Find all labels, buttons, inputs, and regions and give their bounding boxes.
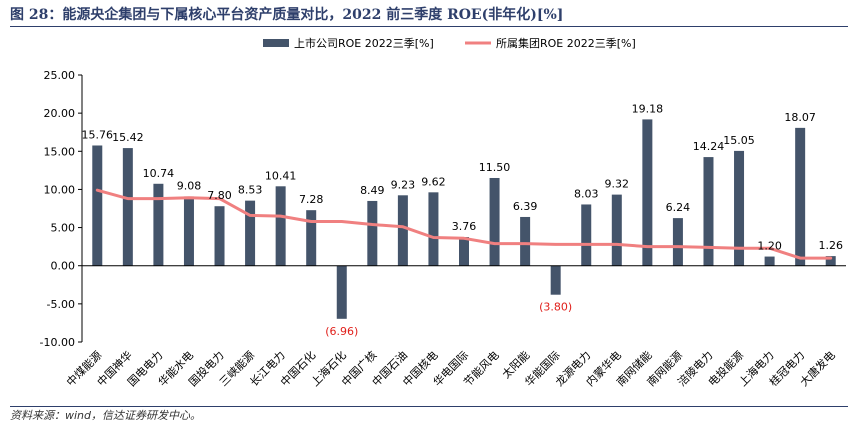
legend-label-bar: 上市公司ROE 2022三季[%]: [294, 36, 434, 50]
data-label: (3.80): [539, 301, 572, 314]
data-label: 1.20: [757, 240, 782, 253]
data-label: 9.32: [605, 178, 630, 191]
data-label: 19.18: [632, 102, 664, 115]
y-tick-label: -10.00: [40, 336, 75, 349]
bar: [275, 186, 286, 266]
y-tick-label: 10.00: [44, 183, 76, 196]
y-axis: 25.00 20.00 15.00 10.00 5.00 0.00 -5.00 -10.00: [40, 69, 83, 349]
data-label: 3.76: [452, 220, 477, 233]
bar: [734, 150, 745, 266]
bar: [581, 204, 592, 266]
bar: [214, 206, 225, 266]
y-tick-label: 15.00: [44, 145, 76, 158]
bar: [459, 237, 469, 266]
legend-label-line: 所属集团ROE 2022三季[%]: [496, 36, 636, 50]
data-label: 9.62: [421, 175, 446, 188]
data-label: 8.49: [360, 184, 385, 197]
y-tick-label: 5.00: [51, 222, 76, 235]
legend-bar-swatch: [263, 39, 289, 47]
line-point: [341, 220, 343, 222]
bar: [703, 157, 714, 266]
data-label: 18.07: [784, 111, 816, 124]
data-label: 11.50: [479, 161, 511, 174]
line-point: [219, 198, 221, 200]
line-point: [677, 246, 679, 248]
line-point: [127, 198, 129, 200]
bar: [764, 256, 775, 266]
bar: [611, 194, 622, 266]
bar: [153, 183, 164, 266]
bar: [245, 200, 256, 266]
bar: [795, 127, 806, 266]
source-note: 资料来源：wind，信达证券研发中心。: [10, 406, 848, 425]
data-label: 6.39: [513, 200, 538, 213]
line-point: [371, 224, 373, 226]
bar: [122, 148, 133, 266]
line-point: [738, 247, 740, 249]
bar: [489, 177, 500, 266]
line-point: [646, 246, 648, 248]
line-point: [799, 257, 801, 259]
legend: 上市公司ROE 2022三季[%] 所属集团ROE 2022三季[%]: [263, 36, 636, 50]
data-label: 15.42: [112, 131, 144, 144]
data-label: 15.76: [82, 128, 114, 141]
line-point: [463, 237, 465, 239]
line-point: [402, 226, 404, 228]
x-axis: 中煤能源中国神华国电电力华能水电国投电力三峡能源长江电力中国石化上海石化中国广核…: [63, 265, 846, 389]
line-series: [95, 188, 833, 260]
line-point: [157, 198, 159, 200]
data-label: 10.74: [143, 167, 175, 180]
bar: [397, 195, 408, 266]
data-label: 8.53: [238, 184, 263, 197]
bar: [367, 200, 378, 266]
data-label: (6.96): [325, 325, 358, 338]
bar: [642, 119, 653, 266]
y-tick-label: 25.00: [44, 69, 76, 82]
data-label: 8.03: [574, 187, 599, 200]
y-tick-label: 0.00: [51, 260, 76, 273]
line-point: [555, 243, 557, 245]
bar: [306, 210, 317, 266]
data-label: 10.41: [265, 169, 297, 182]
bar: [428, 192, 439, 266]
data-label: 15.05: [723, 134, 755, 147]
bar: [336, 265, 347, 319]
line-point: [494, 243, 496, 245]
bar: [672, 218, 683, 266]
data-label: 1.26: [818, 239, 843, 252]
line-point: [280, 215, 282, 217]
bar: [520, 216, 531, 266]
bar: [825, 256, 836, 266]
chart-title: 图 28：能源央企集团与下属核心平台资产质量对比，2022 前三季度 ROE(非…: [10, 4, 848, 27]
data-label: 7.80: [207, 189, 232, 202]
line-point: [707, 246, 709, 248]
line-point: [616, 243, 618, 245]
y-tick-label: 20.00: [44, 107, 76, 120]
line-point: [830, 257, 832, 259]
line-point: [769, 247, 771, 249]
line-point: [310, 220, 312, 222]
bar-series: [92, 119, 836, 319]
bar: [550, 265, 561, 295]
bar: [183, 196, 194, 266]
line-point: [585, 243, 587, 245]
data-label: 7.28: [299, 193, 324, 206]
data-label: 14.24: [693, 140, 725, 153]
data-label: 9.23: [391, 178, 416, 191]
line-point: [524, 243, 526, 245]
line-point: [96, 189, 98, 191]
data-label: 9.08: [177, 179, 202, 192]
data-label: 6.24: [666, 201, 691, 214]
y-tick-label: -5.00: [47, 298, 75, 311]
line-point: [432, 236, 434, 238]
line-point: [188, 197, 190, 199]
line-point: [249, 214, 251, 216]
bar: [92, 145, 103, 266]
